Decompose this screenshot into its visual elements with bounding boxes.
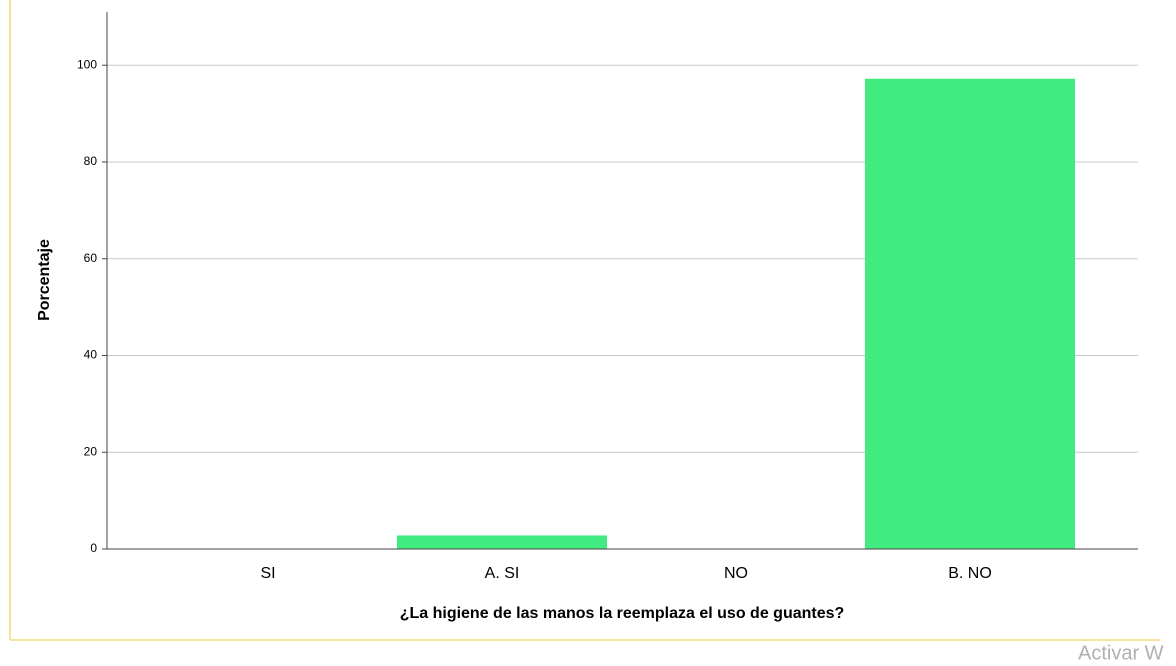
y-tick-label: 100 (77, 57, 97, 71)
watermark: Activar W (1078, 642, 1164, 664)
y-tick-label: 60 (84, 251, 98, 265)
y-tick-label: 20 (84, 444, 98, 458)
bar (397, 535, 607, 549)
x-tick-label: B. NO (948, 565, 992, 582)
x-axis-title: ¿La higiene de las manos la reemplaza el… (400, 605, 845, 622)
plot-area: 0 20 40 60 80 100 SI A. SI NO B. NO (77, 12, 1138, 582)
bar (865, 78, 1075, 550)
x-tick-label: NO (724, 565, 748, 582)
x-tick-label: A. SI (485, 565, 520, 582)
y-tick-label: 0 (90, 541, 97, 555)
y-tick-label: 80 (84, 154, 98, 168)
y-tick-label: 40 (84, 348, 98, 362)
x-tick-label: SI (260, 565, 275, 582)
y-axis-title: Porcentaje (36, 239, 53, 321)
